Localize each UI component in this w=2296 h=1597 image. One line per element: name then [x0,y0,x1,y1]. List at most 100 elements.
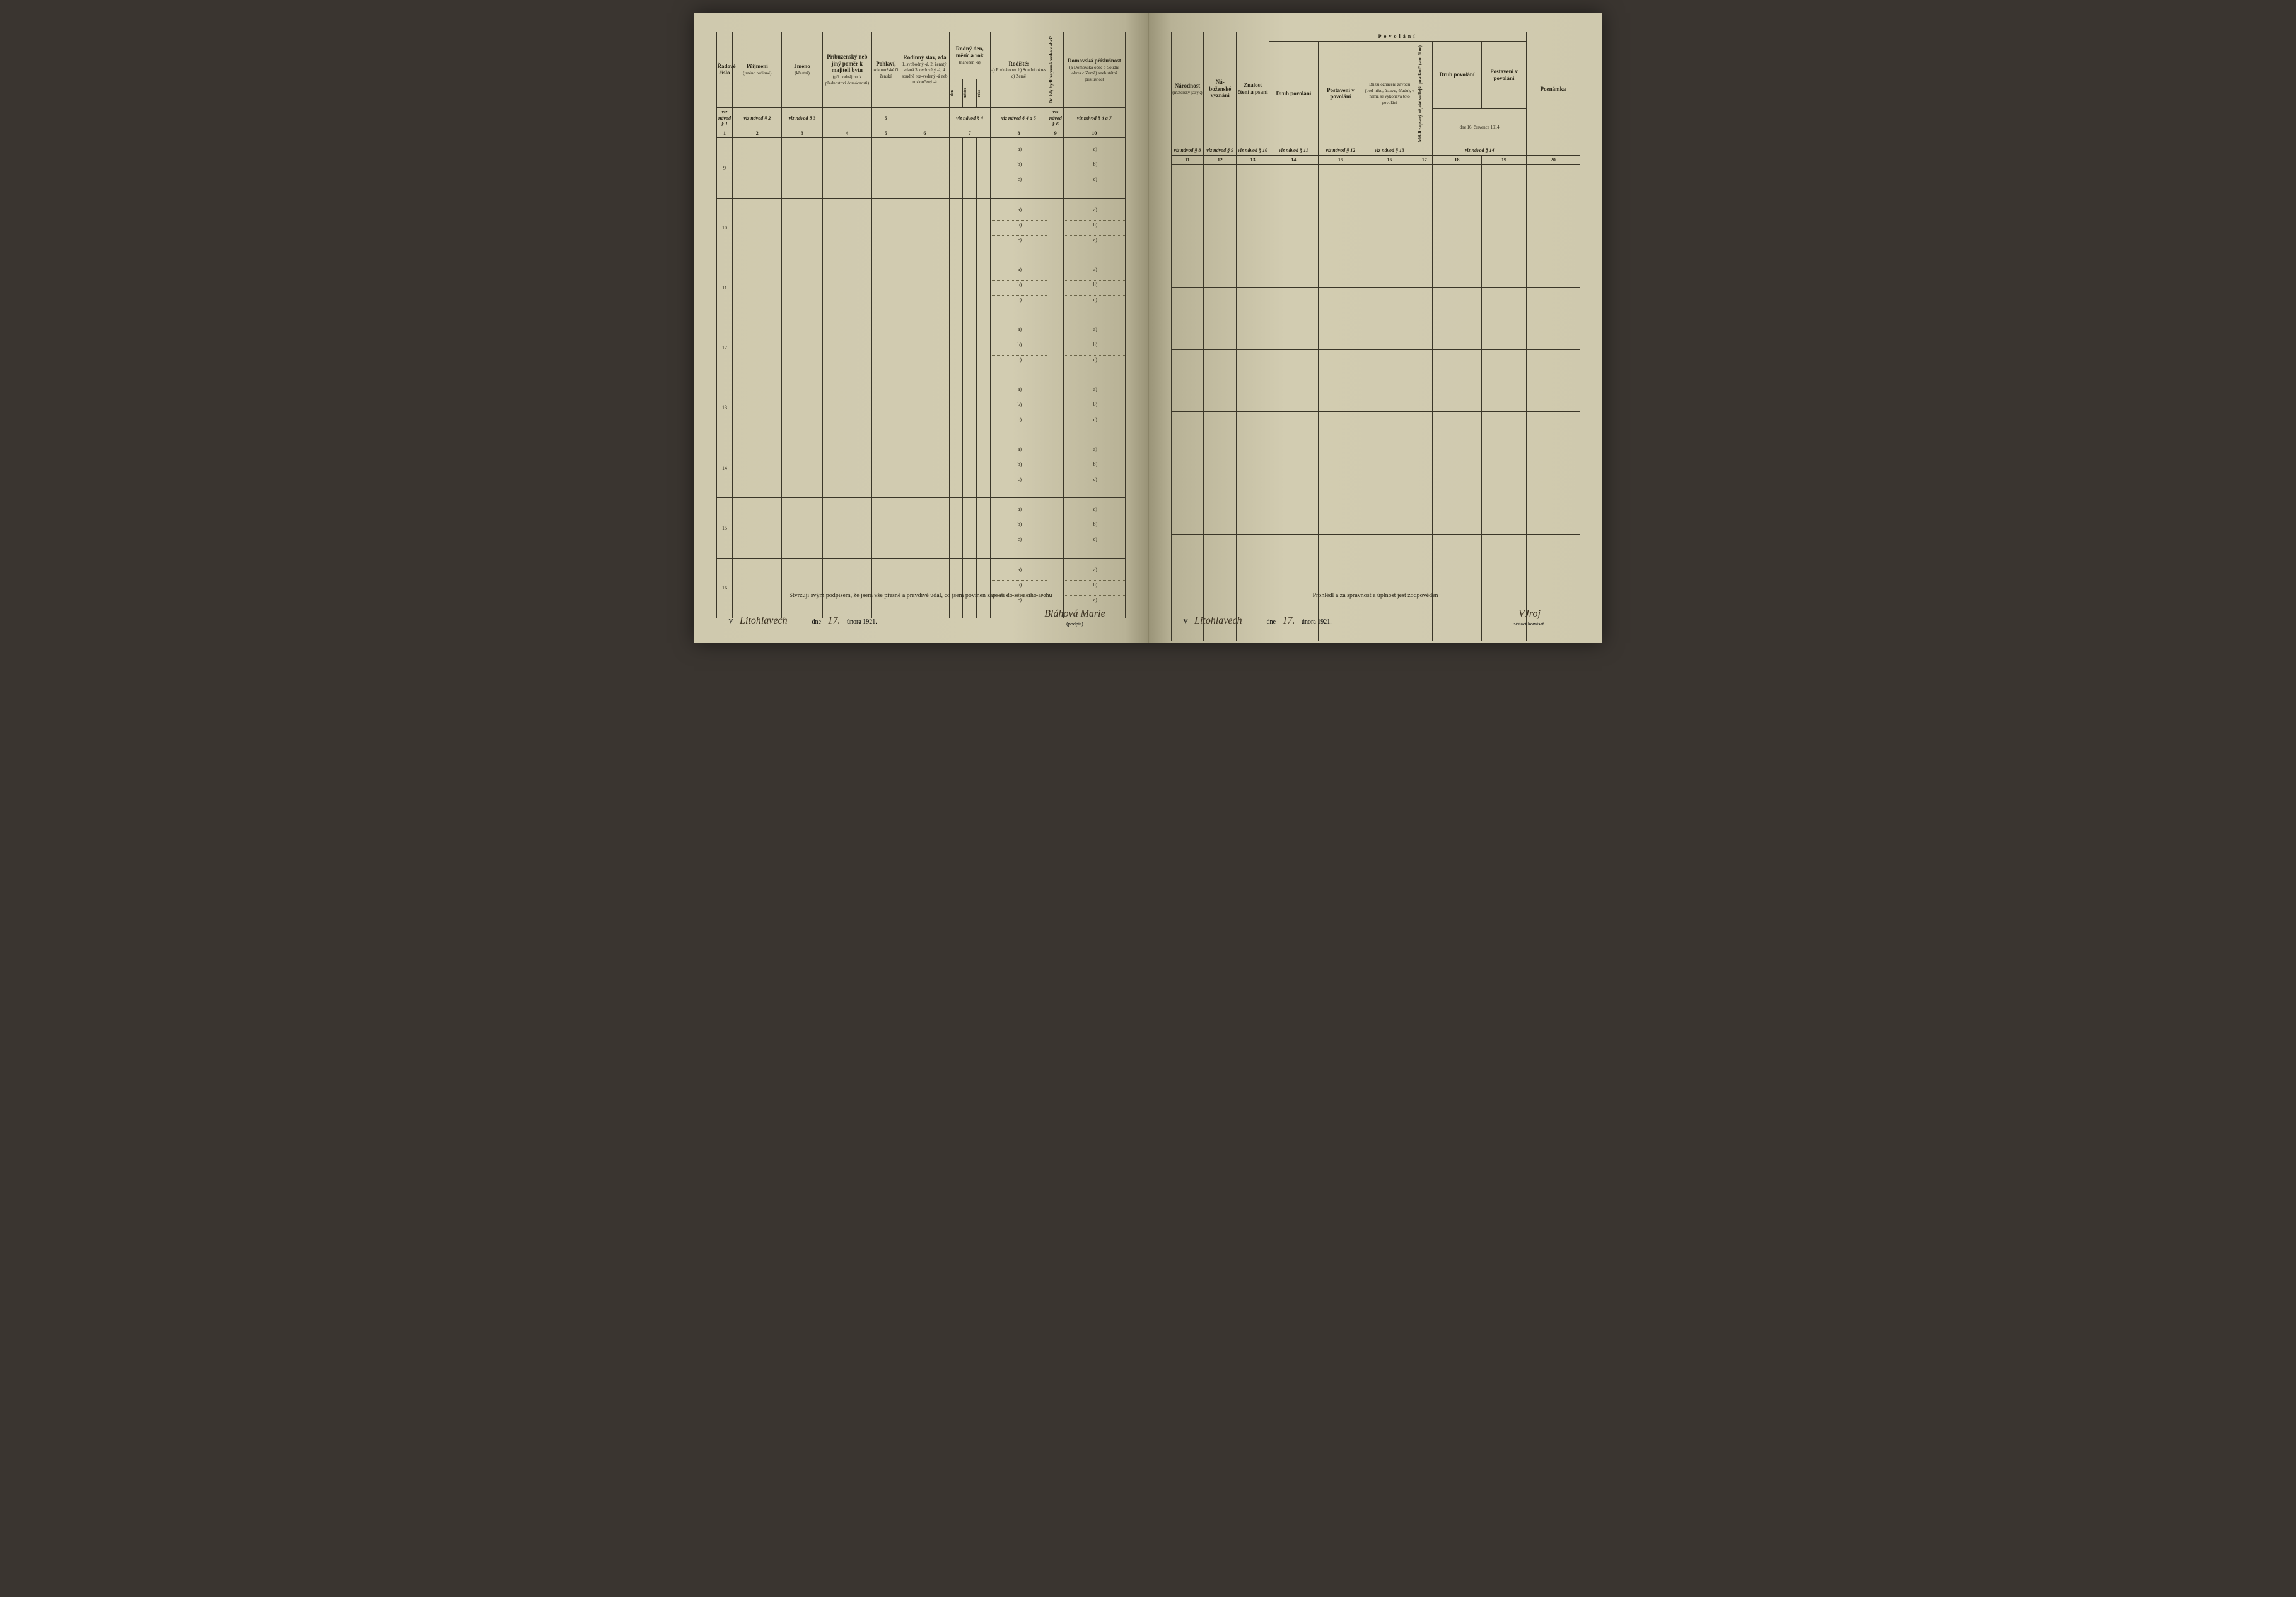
abc-subline: c) [1064,475,1124,491]
navod-1: viz návod § 1 [716,107,733,129]
hdr-c7a: den [950,90,955,96]
navod-11: viz návod § 8 [1171,146,1204,156]
left-day: 17. [823,615,846,627]
abc-subline: c) [991,296,1047,311]
abc-subline: b) [991,400,1047,415]
abc-subline: a) [991,566,1047,581]
left-place: Litohlavech [735,615,810,627]
navod-15: viz návod § 12 [1318,146,1363,156]
table-row [1171,535,1580,596]
abc-subline: c) [991,356,1047,371]
hdr-c19: Postavení v povolání [1490,68,1518,81]
table-row: 12a)b)c)a)b)c) [716,318,1125,378]
abc-subline: c) [1064,356,1124,371]
navod-12: viz návod § 9 [1204,146,1237,156]
right-signature: VJroj [1492,608,1568,620]
table-row [1171,226,1580,288]
table-row: 10a)b)c)a)b)c) [716,198,1125,258]
row-number: 11 [716,258,733,318]
table-row [1171,473,1580,535]
hdr-c15: Postavení v povolání [1327,87,1355,100]
hdr-c2: Příjmení [747,63,768,69]
hdr-c9: Od kdy bydlí zapsaná osoba v obci? [1048,33,1054,106]
abc-subline: a) [1064,325,1124,340]
navod-7: viz návod § 4 [949,107,990,129]
abc-subline: c) [1064,175,1124,190]
abc-subline: b) [1064,160,1124,175]
navod-10: viz návod § 4 a 7 [1064,107,1125,129]
abc-subline: b) [991,520,1047,535]
page-spread: Řadové číslo Příjmení(jméno rodinné) Jmé… [694,13,1602,643]
abc-subline: a) [1064,445,1124,460]
row-number: 14 [716,438,733,498]
hdr-c12: Ná-boženské vyznání [1209,79,1231,99]
hdr-c16: Bližší označení závodu (pod-niku, ústavu… [1365,82,1414,105]
abc-subline: a) [1064,206,1124,221]
abc-subline: b) [1064,460,1124,475]
colnum-row-left: 1 2 3 4 5 6 7 8 9 10 [716,129,1125,138]
abc-subline: a) [1064,385,1124,400]
right-day: 17. [1278,615,1300,627]
abc-subline: a) [991,265,1047,281]
abc-subline: b) [991,340,1047,356]
hdr-c8: Rodiště: [1008,61,1029,67]
abc-subline: a) [1064,265,1124,281]
abc-subline: a) [991,385,1047,400]
navod-3: viz návod § 3 [782,107,823,129]
abc-subline: c) [991,535,1047,550]
abc-subline: c) [991,236,1047,251]
abc-subline: b) [991,581,1047,596]
navod-9: viz návod § 6 [1047,107,1064,129]
abc-subline: c) [1064,596,1124,611]
table-row [1171,165,1580,226]
table-row: 9a)b)c)a)b)c) [716,138,1125,198]
navod-8: viz návod § 4 a 5 [990,107,1047,129]
abc-subline: c) [1064,415,1124,431]
hdr-c4: Příbuzenský neb jiný poměr k majiteli by… [827,54,867,74]
abc-subline: a) [991,206,1047,221]
navod-16: viz návod § 13 [1363,146,1416,156]
abc-subline: c) [991,596,1047,611]
abc-subline: a) [991,505,1047,520]
abc-subline: c) [991,415,1047,431]
abc-subline: a) [1064,145,1124,160]
right-place: Litohlavech [1189,615,1265,627]
right-signature-line: V Litohlavech dne 17. února 1921. VJroj … [1171,608,1580,627]
hdr-c5: Pohlaví, [876,61,895,67]
hdr-povolani: Povolání [1269,32,1526,42]
hdr-c6: Rodinný stav, zda [903,54,946,61]
abc-subline: b) [991,160,1047,175]
left-page: Řadové číslo Příjmení(jméno rodinné) Jmé… [694,13,1149,643]
abc-subline: a) [1064,505,1124,520]
hdr-c7: Rodný den, měsíc a rok [956,45,984,59]
navod-5: 5 [871,107,900,129]
right-page: Národnost(mateřský jazyk) Ná-boženské vy… [1149,13,1602,643]
row-number: 12 [716,318,733,378]
hdr-c19sub: dne 16. července 1914 [1460,125,1500,130]
abc-subline: b) [991,460,1047,475]
abc-subline: a) [991,145,1047,160]
abc-subline: b) [1064,281,1124,296]
abc-subline: b) [991,221,1047,236]
abc-subline: b) [1064,520,1124,535]
row-number: 10 [716,198,733,258]
hdr-c17: Měl-li zapsaný nějaké vedlejší povolání?… [1417,43,1423,144]
abc-subline: c) [1064,236,1124,251]
abc-subline: a) [991,325,1047,340]
navod-13: viz návod § 10 [1237,146,1269,156]
left-signature-line: V Litohlavech dne 17. února 1921. Bláhov… [716,608,1126,627]
hdr-c14: Druh povolání [1276,90,1311,96]
hdr-c7b: měsíce [964,88,968,98]
table-row [1171,349,1580,411]
row-number: 9 [716,138,733,198]
abc-subline: a) [1064,566,1124,581]
left-table: Řadové číslo Příjmení(jméno rodinné) Jmé… [716,32,1126,579]
abc-subline: b) [1064,400,1124,415]
table-row: 13a)b)c)a)b)c) [716,378,1125,438]
abc-subline: b) [991,281,1047,296]
abc-subline: c) [991,175,1047,190]
right-footer-text: Prohlédl a za správnost a úplnost jest z… [1171,592,1580,599]
abc-subline: a) [991,445,1047,460]
abc-subline: b) [1064,581,1124,596]
hdr-c10: Domovská příslušnost [1068,57,1121,64]
